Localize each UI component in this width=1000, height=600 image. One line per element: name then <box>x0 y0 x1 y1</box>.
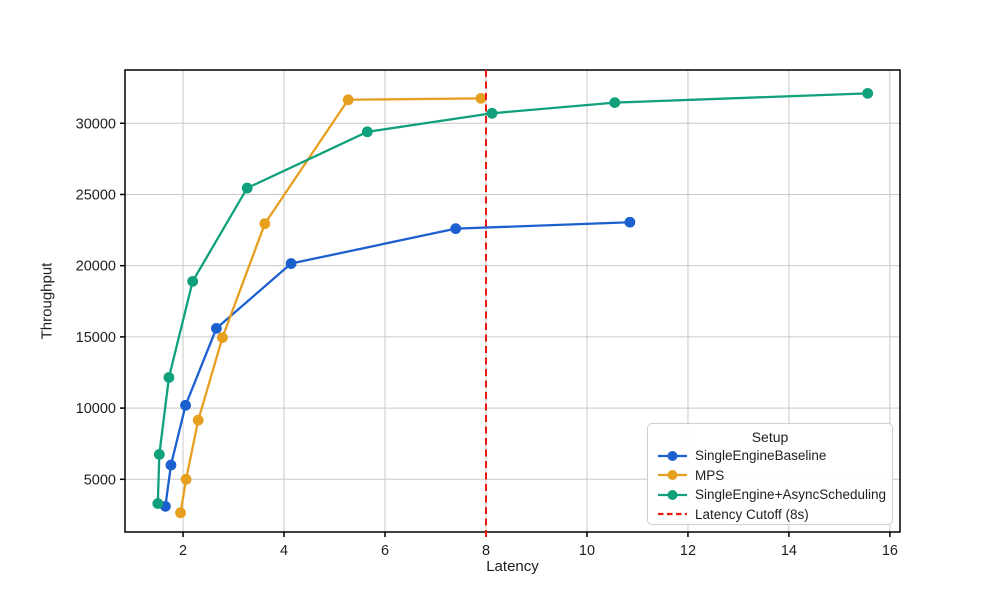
data-point-singleengine-asyncscheduling <box>486 107 498 119</box>
x-tick-label: 8 <box>482 543 490 559</box>
y-tick-label: 10000 <box>76 401 116 417</box>
data-point-mps <box>475 92 487 104</box>
data-point-mps <box>217 332 228 344</box>
legend-label: MPS <box>695 467 725 483</box>
legend: Setup SingleEngineBaseline MPS SingleEng… <box>647 423 893 525</box>
data-point-singleengine-asyncscheduling <box>361 126 373 138</box>
line-marker-icon <box>658 489 687 501</box>
line-marker-icon <box>658 469 687 481</box>
plot-border <box>124 69 901 533</box>
y-tick-label: 15000 <box>76 330 116 346</box>
legend-item-latency-cutoff: Latency Cutoff (8s) <box>648 505 892 525</box>
legend-item-single-engine-baseline: SingleEngineBaseline <box>648 446 892 466</box>
data-point-singleenginebaseline <box>210 322 222 334</box>
data-point-mps <box>342 94 354 106</box>
x-tick-label: 2 <box>179 543 187 559</box>
data-point-singleengine-asyncscheduling <box>862 87 874 99</box>
x-tick-label: 12 <box>680 543 696 559</box>
x-tick-label: 6 <box>381 543 389 559</box>
legend-label: SingleEngineBaseline <box>695 448 827 464</box>
series-line-mps <box>179 97 483 514</box>
x-tick-label: 14 <box>781 543 797 559</box>
y-axis-label: Throughput <box>38 262 56 340</box>
y-tick-label: 25000 <box>76 187 116 203</box>
data-point-singleengine-asyncscheduling <box>241 182 253 194</box>
y-tick-label: 5000 <box>84 472 116 488</box>
data-point-singleengine-asyncscheduling <box>163 372 175 383</box>
data-point-singleengine-asyncscheduling <box>187 275 199 287</box>
y-tick-label: 20000 <box>76 259 116 275</box>
data-point-mps <box>259 218 271 230</box>
data-point-singleengine-asyncscheduling <box>153 448 165 460</box>
y-tick-label: 30000 <box>76 116 116 132</box>
data-point-singleenginebaseline <box>624 216 636 228</box>
data-point-singleenginebaseline <box>180 399 191 411</box>
legend-item-single-engine-async-scheduling: SingleEngine+AsyncScheduling <box>648 485 892 505</box>
x-tick-label: 10 <box>579 543 595 559</box>
data-point-mps <box>180 473 192 485</box>
legend-item-mps: MPS <box>648 466 892 486</box>
data-point-singleenginebaseline <box>450 223 462 235</box>
legend-label: SingleEngine+AsyncScheduling <box>695 487 887 503</box>
x-tick-label: 4 <box>280 543 288 559</box>
legend-label: Latency Cutoff (8s) <box>695 506 809 522</box>
data-point-singleengine-asyncscheduling <box>609 97 621 109</box>
data-point-mps <box>192 414 204 426</box>
data-point-mps <box>175 507 186 519</box>
series-line-singleenginebaseline <box>164 221 632 508</box>
legend-title: Setup <box>751 429 789 445</box>
x-tick-label: 16 <box>882 543 898 559</box>
data-point-singleenginebaseline <box>165 459 177 471</box>
x-axis-label: Latency <box>486 558 539 575</box>
line-marker-icon <box>658 450 687 462</box>
data-point-singleenginebaseline <box>285 258 297 269</box>
dashed-line-icon <box>658 508 687 520</box>
data-point-singleengine-asyncscheduling <box>152 498 164 509</box>
